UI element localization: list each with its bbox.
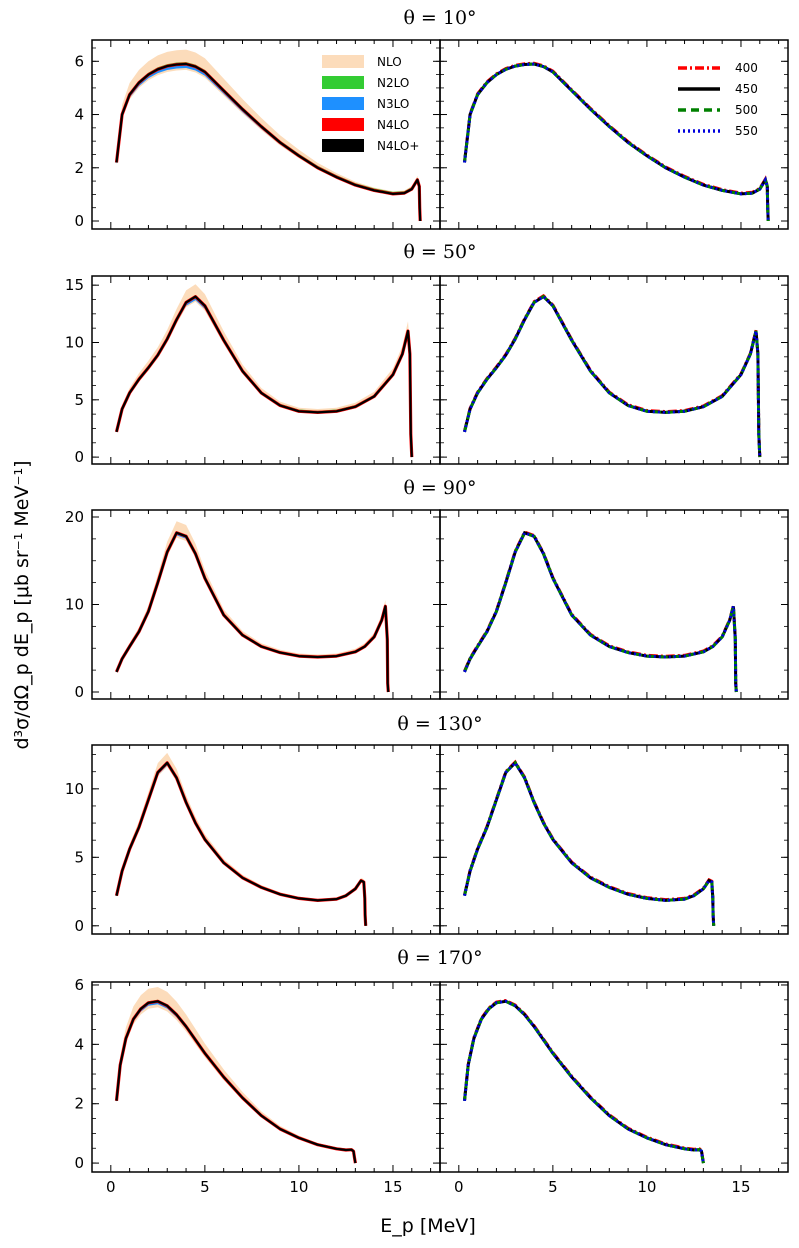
y-tick-label: 5 [74, 391, 84, 409]
panel-title: θ = 90° [403, 477, 476, 499]
legend-label: NLO [377, 55, 402, 69]
x-tick-label: 5 [200, 1178, 210, 1196]
panel-2-right [439, 275, 789, 465]
panel-frame [439, 275, 789, 465]
legend-label: 400 [735, 61, 758, 75]
y-tick-label: 2 [74, 159, 84, 177]
panel-frame [439, 981, 789, 1173]
series-n4lo-plus [115, 761, 367, 926]
panel-3-left: 0 10 20 [65, 508, 441, 701]
series-550 [463, 760, 716, 926]
panel-title: θ = 50° [403, 241, 476, 263]
y-tick-label: 20 [65, 508, 84, 526]
y-tick-label: 2 [74, 1095, 84, 1113]
band-nlo [116, 987, 356, 1164]
series-n4lo-plus [115, 62, 422, 222]
series-n4lo-plus [115, 1000, 357, 1164]
legend-left: NLO N2LO N3LO N4LO N4LO+ [322, 55, 419, 153]
series-500 [463, 999, 705, 1164]
y-tick-label: 0 [74, 683, 84, 701]
legend-label: 550 [735, 124, 758, 138]
panel-2-left: 0 5 10 15 [65, 275, 441, 466]
y-tick-label: 10 [65, 596, 84, 614]
x-tick-label: 15 [383, 1178, 402, 1196]
legend-label: N2LO [377, 76, 409, 90]
panel-1-left: 0 2 4 6 [74, 39, 441, 230]
legend-swatch [322, 139, 364, 152]
series-n4lo-plus [115, 295, 413, 458]
y-tick-label: 6 [74, 976, 84, 994]
panel-frame [439, 744, 789, 935]
panel-frame [439, 39, 789, 230]
series-550 [463, 62, 770, 222]
y-tick-label: 4 [74, 1035, 84, 1053]
legend-right: 400 450 500 550 [678, 61, 758, 138]
legend-label: 450 [735, 82, 758, 96]
panel-3-right [439, 509, 789, 700]
x-tick-label: 0 [454, 1178, 464, 1196]
series-550 [463, 294, 762, 458]
y-tick-label: 15 [65, 276, 84, 294]
y-axis-label: d³σ/dΩ_p dE_p [μb sr⁻¹ MeV⁻¹] [11, 460, 33, 749]
panel-5-right: 0 5 10 15 [439, 981, 789, 1196]
x-tick-label: 5 [548, 1178, 558, 1196]
x-tick-label: 0 [106, 1178, 116, 1196]
x-tick-label: 15 [731, 1178, 750, 1196]
panel-1-right [439, 39, 789, 230]
x-tick-label: 10 [637, 1178, 656, 1196]
y-tick-label: 6 [74, 52, 84, 70]
panel-title: θ = 170° [397, 947, 482, 969]
band-n3lo [116, 62, 421, 221]
y-tick-label: 0 [74, 448, 84, 466]
legend-label: 500 [735, 103, 758, 117]
panel-4-right [439, 744, 789, 935]
y-tick-label: 5 [74, 848, 84, 866]
panel-5-left: 0 2 4 6 0 5 10 15 [74, 976, 441, 1196]
legend-swatch [322, 118, 364, 131]
panel-title: θ = 130° [397, 713, 482, 735]
legend-swatch [322, 55, 364, 68]
x-tick-label: 10 [289, 1178, 308, 1196]
legend-label: N4LO+ [377, 139, 419, 153]
band-nlo [116, 49, 421, 221]
y-tick-label: 0 [74, 212, 84, 230]
legend-swatch [322, 76, 364, 89]
y-tick-label: 4 [74, 106, 84, 124]
legend-label: N3LO [377, 97, 409, 111]
panel-title: θ = 10° [403, 7, 476, 29]
y-tick-label: 0 [74, 917, 84, 935]
y-tick-label: 10 [65, 780, 84, 798]
y-tick-label: 10 [65, 333, 84, 351]
legend-swatch [322, 97, 364, 110]
series-500 [463, 530, 738, 693]
series-n4lo-plus [115, 531, 390, 693]
y-tick-label: 0 [74, 1154, 84, 1172]
x-axis-label: E_p [MeV] [380, 1215, 476, 1237]
legend-label: N4LO [377, 118, 409, 132]
